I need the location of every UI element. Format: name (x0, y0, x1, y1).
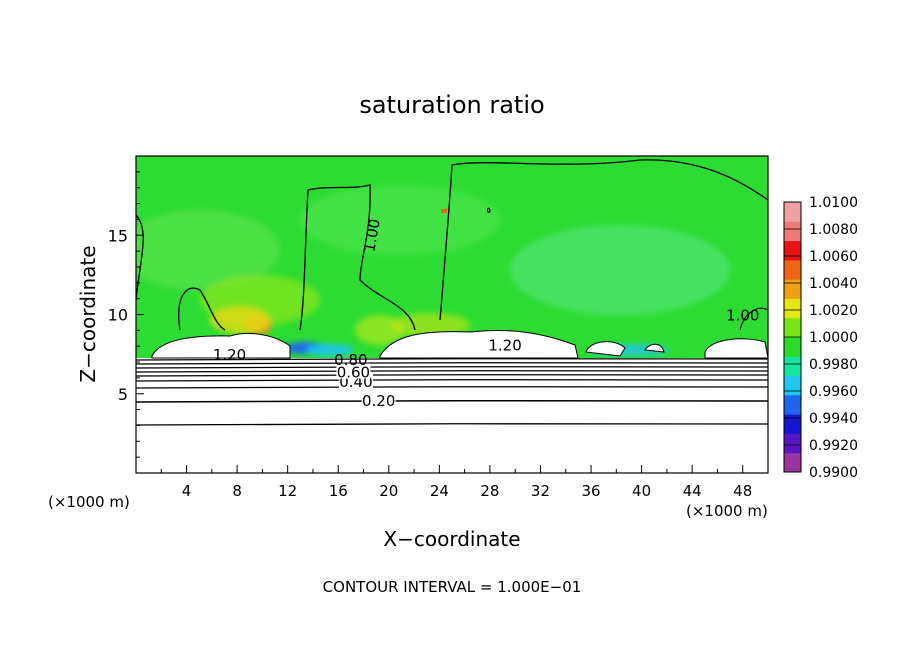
y-tick-label: 10 (108, 306, 128, 325)
x-tick-label: 8 (232, 482, 242, 500)
cloud-blob (704, 338, 768, 359)
colorbar-swatch (784, 452, 801, 473)
colorbar-swatch (784, 279, 801, 299)
x-tick-label: 48 (733, 482, 752, 500)
contour-label: 1.20 (213, 346, 246, 364)
colorbar-label: 1.0080 (809, 222, 858, 238)
colorbar-swatch (784, 375, 801, 396)
chart-title: saturation ratio (359, 91, 544, 119)
colorbar-swatch (784, 240, 801, 261)
y-tick-label: 5 (118, 385, 128, 404)
colorbar-swatch (784, 337, 801, 357)
colorbar-swatch (784, 317, 801, 338)
y-axis: 5 10 15 (108, 171, 144, 458)
y-axis-label: Z−coordinate (76, 245, 100, 382)
contour-label-bg (336, 363, 371, 379)
contour-label: 0.80 (334, 351, 367, 369)
x-tick-label: 28 (480, 482, 499, 500)
cloud-blob (585, 341, 626, 357)
x-tick-label: 20 (379, 482, 398, 500)
contour-label: 1.00 (360, 217, 384, 253)
colorbar-swatch (784, 259, 801, 280)
colorbar-swatch (784, 202, 801, 222)
x-axis: 4 8 12 16 20 24 28 32 36 40 44 48 (160, 465, 752, 500)
x-tick-label: 40 (632, 482, 651, 500)
colorbar-label: 0.9920 (809, 438, 858, 454)
colorbar-label: 1.0100 (809, 195, 858, 211)
colorbar-label: 0.9900 (809, 465, 858, 481)
colorbar-label: 0.9960 (809, 384, 858, 400)
contour-label-layer: 0.200.400.600.801.001.201.201.00 (213, 217, 760, 410)
colorbar-swatch (784, 394, 801, 415)
x-tick-label: 16 (329, 482, 348, 500)
plot-area (136, 156, 768, 473)
field-variation (510, 225, 730, 315)
x-tick-label: 4 (182, 482, 192, 500)
colorbar-swatch (784, 414, 801, 434)
colorbar-label: 0.9980 (809, 357, 858, 373)
hotspot (441, 209, 447, 213)
cloud-blob (644, 343, 665, 353)
x-tick-label: 12 (278, 482, 297, 500)
field-variation (136, 210, 280, 290)
colorbar-label: 1.0020 (809, 303, 858, 319)
colorbar-swatch (784, 221, 801, 242)
x-tick-label: 44 (683, 482, 702, 500)
cloud-blob (151, 332, 291, 359)
y-tick-label: 15 (108, 226, 128, 245)
colorbar-label: 0.9940 (809, 411, 858, 427)
contour-interval-footer: CONTOUR INTERVAL = 1.000E−01 (323, 578, 582, 596)
contour-label: 0.20 (362, 392, 395, 410)
colorbar-label: 1.0060 (809, 249, 858, 265)
colorbar-swatch (784, 433, 801, 454)
colorbar-swatch (784, 298, 801, 319)
x-unit-left: (×1000 m) (48, 493, 130, 511)
contour-label: 0.60 (337, 364, 370, 382)
colorbar-label: 1.0040 (809, 276, 858, 292)
x-tick-label: 36 (581, 482, 600, 500)
field-variation (306, 344, 354, 356)
colorbar-label: 1.0000 (809, 330, 858, 346)
contour-label: 1.20 (488, 337, 521, 355)
colorbar: 1.0100 1.0080 1.0060 1.0040 1.0020 1.0000 0.99… (783, 195, 858, 481)
cloud-blob (379, 330, 579, 359)
colorbar-swatch (784, 356, 801, 377)
contour-label-bg (361, 392, 396, 408)
contour-lines (136, 159, 768, 426)
field-variation (300, 185, 500, 255)
x-tick-label: 32 (531, 482, 550, 500)
x-unit-right: (×1000 m) (686, 502, 768, 520)
x-tick-label: 24 (430, 482, 449, 500)
x-axis-label: X−coordinate (383, 527, 520, 551)
field-variation (210, 306, 270, 334)
contour-label: 1.00 (726, 307, 759, 325)
